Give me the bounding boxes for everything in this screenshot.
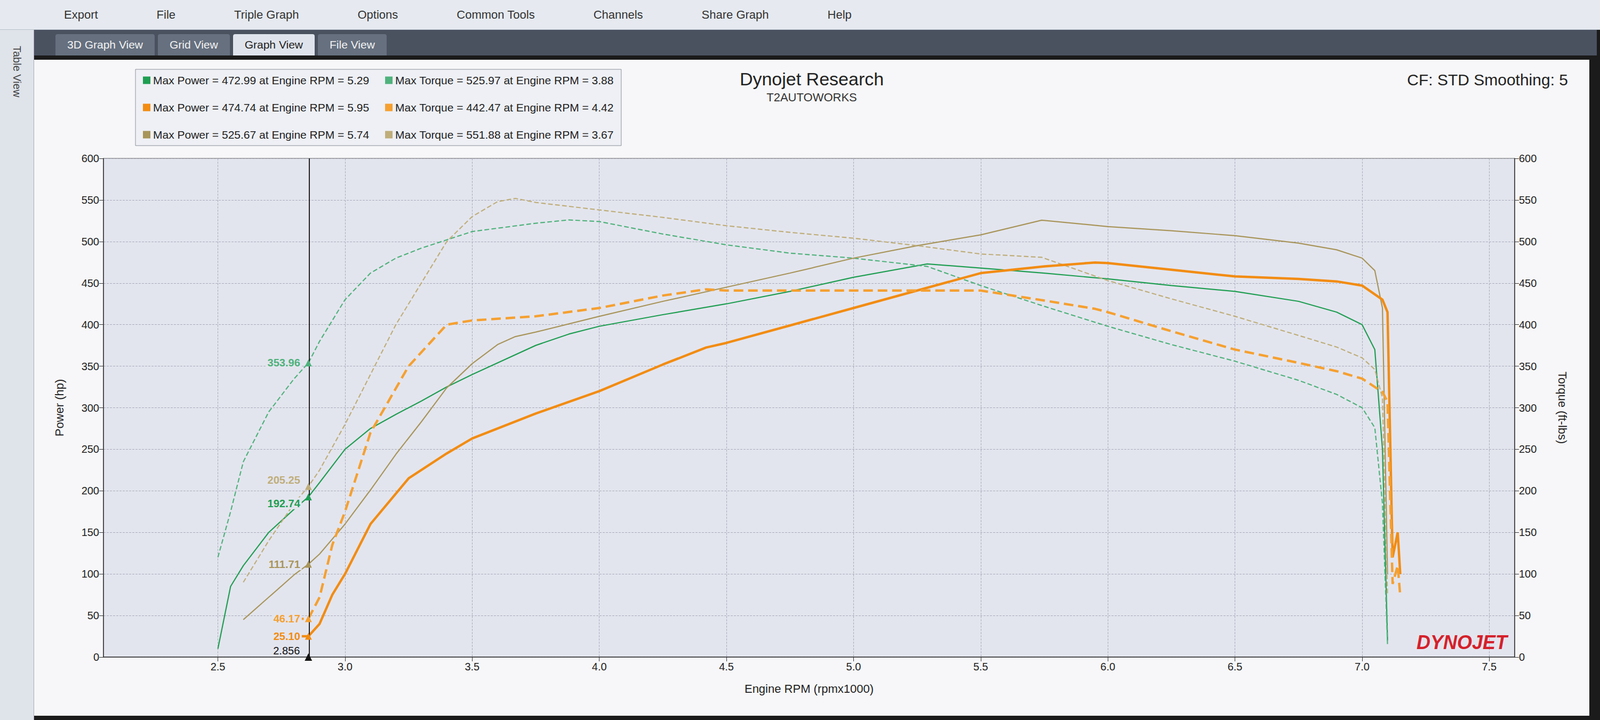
html-text:Table View: Table View — [11, 45, 23, 98]
svg-text:6.5: 6.5 — [1227, 660, 1243, 673]
svg-text:3.0: 3.0 — [337, 660, 353, 673]
svg-text:46.17: 46.17 — [273, 612, 301, 625]
svg-text:Power (hp): Power (hp) — [52, 379, 67, 437]
svg-text:150: 150 — [1518, 526, 1537, 539]
svg-text:353.96: 353.96 — [267, 356, 301, 369]
html-text:Options: Options — [357, 7, 399, 22]
svg-text:550: 550 — [81, 194, 100, 206]
svg-text:DYNOJET: DYNOJET — [1416, 631, 1509, 654]
svg-text:450: 450 — [1518, 277, 1537, 290]
svg-text:50: 50 — [87, 609, 100, 622]
svg-text:200: 200 — [1518, 484, 1537, 497]
svg-text:200: 200 — [81, 484, 100, 497]
svg-text:2.5: 2.5 — [210, 660, 226, 673]
svg-text:400: 400 — [1518, 318, 1537, 331]
html-text:Graph View: Graph View — [244, 38, 303, 51]
html-text:Triple Graph: Triple Graph — [234, 7, 299, 22]
svg-text:100: 100 — [81, 568, 100, 580]
svg-text:100: 100 — [1518, 568, 1537, 580]
html-text:Common Tools: Common Tools — [456, 7, 535, 22]
svg-text:5.5: 5.5 — [973, 660, 989, 673]
svg-text:5.0: 5.0 — [846, 660, 862, 673]
svg-text:Torque (ft-lbs): Torque (ft-lbs) — [1555, 371, 1570, 445]
svg-text:CF: STD Smoothing: 5: CF: STD Smoothing: 5 — [1406, 70, 1568, 89]
svg-text:7.5: 7.5 — [1481, 660, 1497, 673]
svg-text:450: 450 — [81, 277, 100, 290]
html-text:Share Graph: Share Graph — [701, 7, 769, 22]
svg-text:0: 0 — [93, 651, 100, 663]
svg-text:6.0: 6.0 — [1100, 660, 1116, 673]
svg-text:2.856: 2.856 — [273, 644, 300, 657]
html-text:File: File — [156, 7, 176, 22]
svg-text:600: 600 — [81, 152, 100, 165]
svg-text:Max Power = 472.99 at Engine R: Max Power = 472.99 at Engine RPM = 5.29 — [153, 74, 370, 87]
svg-text:4.0: 4.0 — [592, 660, 607, 673]
svg-text:192.74: 192.74 — [267, 497, 301, 510]
svg-text:Max Torque = 551.88 at Engine: Max Torque = 551.88 at Engine RPM = 3.67 — [395, 128, 614, 141]
svg-text:500: 500 — [1518, 235, 1537, 248]
svg-text:Dynojet Research: Dynojet Research — [739, 68, 884, 90]
html-text:Export: Export — [64, 7, 98, 22]
svg-text:Engine RPM (rpmx1000): Engine RPM (rpmx1000) — [744, 682, 874, 696]
svg-text:7.0: 7.0 — [1354, 660, 1370, 673]
svg-text:150: 150 — [81, 526, 100, 539]
svg-text:300: 300 — [81, 402, 100, 414]
svg-text:350: 350 — [1518, 360, 1537, 373]
html-text:Grid View: Grid View — [169, 38, 218, 51]
svg-text:300: 300 — [1518, 402, 1537, 414]
svg-text:400: 400 — [81, 318, 100, 331]
html-text:Channels: Channels — [593, 7, 643, 22]
svg-text:Max Power = 525.67 at Engine R: Max Power = 525.67 at Engine RPM = 5.74 — [153, 128, 370, 141]
html-text:3D Graph View: 3D Graph View — [67, 38, 143, 51]
svg-text:500: 500 — [81, 235, 100, 248]
html-text:Help: Help — [827, 7, 852, 22]
svg-text:205.25: 205.25 — [267, 474, 301, 486]
svg-text:550: 550 — [1518, 194, 1537, 206]
svg-text:4.5: 4.5 — [718, 660, 734, 673]
svg-text:Max Torque = 442.47 at Engine: Max Torque = 442.47 at Engine RPM = 4.42 — [395, 101, 614, 114]
svg-text:350: 350 — [81, 360, 100, 373]
svg-text:600: 600 — [1518, 152, 1537, 165]
svg-text:T2AUTOWORKS: T2AUTOWORKS — [766, 90, 858, 104]
svg-text:250: 250 — [1518, 443, 1537, 455]
svg-text:250: 250 — [81, 443, 100, 455]
svg-text:0: 0 — [1518, 651, 1525, 663]
svg-text:3.5: 3.5 — [464, 660, 480, 673]
svg-text:Max Torque = 525.97 at Engine: Max Torque = 525.97 at Engine RPM = 3.88 — [395, 74, 614, 87]
svg-text:25.10: 25.10 — [273, 630, 301, 643]
html-text:File View: File View — [329, 38, 375, 51]
svg-text:Max Power = 474.74 at Engine R: Max Power = 474.74 at Engine RPM = 5.95 — [153, 101, 370, 114]
svg-text:50: 50 — [1518, 609, 1531, 622]
svg-text:111.71: 111.71 — [268, 558, 301, 571]
